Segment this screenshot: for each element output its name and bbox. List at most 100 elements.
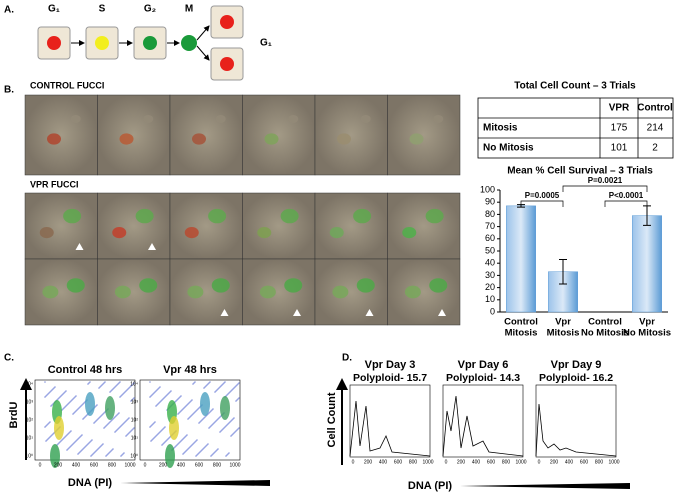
table <box>477 97 674 159</box>
cell <box>429 278 448 293</box>
x-tick-label: 200 <box>550 459 559 465</box>
event-dot <box>70 445 72 447</box>
event-dot <box>117 428 119 430</box>
event-dot <box>119 381 121 383</box>
event-dot <box>187 418 189 420</box>
row-title: CONTROL FUCCI <box>30 80 104 90</box>
event-dot <box>57 443 59 445</box>
event-dot <box>181 439 183 441</box>
event-dot <box>45 395 47 397</box>
event-dot <box>190 445 192 447</box>
event-dot <box>68 432 70 434</box>
event-dot <box>190 415 192 417</box>
event-dot <box>102 413 104 415</box>
table-cell: 175 <box>611 123 628 134</box>
axis-arrow <box>460 483 630 489</box>
mitotic-cell <box>181 35 197 51</box>
table-header: Control <box>637 103 673 114</box>
event-dot <box>50 405 52 407</box>
event-dot <box>118 427 120 429</box>
micrograph <box>97 258 171 326</box>
plot-title: Control 48 hrs <box>48 364 123 376</box>
event-dot <box>81 404 83 406</box>
event-dot <box>213 422 215 424</box>
x-tick-label: 0 <box>538 459 541 465</box>
event-dot <box>205 385 207 387</box>
event-dot <box>191 414 193 416</box>
event-dot <box>227 423 229 425</box>
event-dot <box>199 451 201 453</box>
event-dot <box>48 437 50 439</box>
event-dot <box>115 385 117 387</box>
histogram-trace <box>349 400 431 457</box>
cell <box>192 133 206 145</box>
event-dot <box>152 393 154 395</box>
cell <box>425 208 444 224</box>
event-dot <box>186 449 188 451</box>
cell <box>114 285 131 299</box>
event-dot <box>214 391 216 393</box>
event-dot <box>127 388 129 390</box>
arrowhead-marker <box>293 309 301 316</box>
event-dot <box>184 436 186 438</box>
polyploid-label: Polyploid- 14.3 <box>446 372 520 384</box>
arrowhead-marker <box>0 309 8 316</box>
event-dot <box>216 389 218 391</box>
event-dot <box>194 411 196 413</box>
event-dot <box>66 404 68 406</box>
event-dot <box>206 444 208 446</box>
x-tick-label: 0 <box>352 459 355 465</box>
event-dot <box>169 436 171 438</box>
event-dot <box>95 405 97 407</box>
event-dot <box>150 425 152 427</box>
event-dot <box>71 399 73 401</box>
event-dot <box>215 450 217 452</box>
table-cell: 214 <box>647 123 664 134</box>
cell <box>112 227 127 239</box>
event-dot <box>236 399 238 401</box>
event-dot <box>64 391 66 393</box>
event-dot <box>60 440 62 442</box>
event-dot <box>112 418 114 420</box>
event-dot <box>117 413 119 415</box>
event-dot <box>222 428 224 430</box>
event-dot <box>224 426 226 428</box>
event-dot <box>219 431 221 433</box>
cell-cycle-diagram <box>37 5 244 81</box>
chart-title: Mean % Cell Survival – 3 Trials <box>507 166 653 177</box>
y-tick-label: 80 <box>485 209 495 219</box>
y-axis-label: Cell Count <box>326 392 338 447</box>
event-dot <box>225 455 227 457</box>
event-dot <box>67 448 69 450</box>
event-dot <box>230 435 232 437</box>
event-dot <box>213 452 215 454</box>
x-tick-label: 0 <box>39 462 42 468</box>
event-dot <box>212 453 214 455</box>
cell <box>284 278 303 293</box>
cell <box>356 278 375 293</box>
event-dot <box>220 385 222 387</box>
event-dot <box>64 406 66 408</box>
event-dot <box>128 432 130 434</box>
event-dot <box>156 389 158 391</box>
cell <box>208 208 227 224</box>
x-tick-label: 600 <box>487 459 496 465</box>
event-dot <box>131 384 133 386</box>
event-dot <box>179 411 181 413</box>
x-tick-label: 200 <box>159 462 168 468</box>
event-dot <box>204 416 206 418</box>
event-dot <box>228 452 230 454</box>
event-dot <box>126 419 128 421</box>
x-tick-label: Control <box>504 317 538 328</box>
event-dot <box>161 399 163 401</box>
event-dot <box>49 436 51 438</box>
event-dot <box>163 397 165 399</box>
event-dot <box>164 426 166 428</box>
x-tick-label: 800 <box>213 462 222 468</box>
event-dot <box>235 400 237 402</box>
event-dot <box>193 382 195 384</box>
event-dot <box>65 435 67 437</box>
event-dot <box>70 430 72 432</box>
p-value: P=0.0005 <box>525 191 560 200</box>
